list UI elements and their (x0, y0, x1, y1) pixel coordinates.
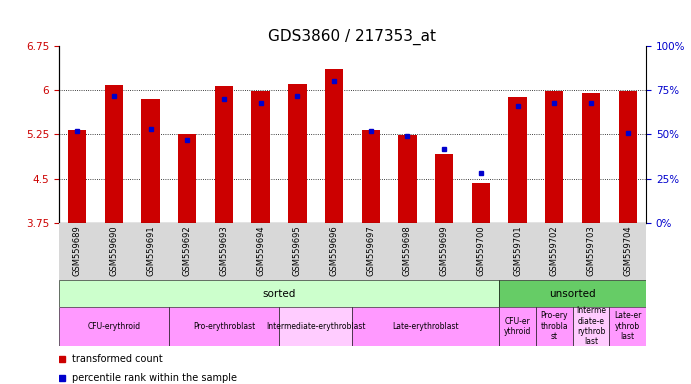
Bar (279, 307, 352, 346)
Bar (252, 91, 269, 223)
Text: Late-erythroblast: Late-erythroblast (392, 322, 459, 331)
Bar (288, 84, 307, 223)
Bar (609, 307, 646, 346)
Bar (68, 130, 86, 223)
Bar (398, 135, 417, 223)
Text: transformed count: transformed count (72, 354, 162, 364)
Text: unsorted: unsorted (549, 289, 596, 299)
Text: Pro-ery
throbla
st: Pro-ery throbla st (540, 311, 568, 341)
Text: GSM559698: GSM559698 (403, 225, 412, 276)
Bar (59, 307, 169, 346)
Text: GSM559694: GSM559694 (256, 225, 265, 276)
Bar (142, 99, 160, 223)
Bar (169, 307, 279, 346)
Text: GSM559697: GSM559697 (366, 225, 375, 276)
Bar (545, 91, 563, 223)
Text: Interme
diate-e
rythrob
last: Interme diate-e rythrob last (576, 306, 606, 346)
Text: Pro-erythroblast: Pro-erythroblast (193, 322, 255, 331)
Text: GSM559695: GSM559695 (293, 225, 302, 276)
Bar (352, 307, 499, 346)
Bar (499, 307, 536, 346)
Bar (215, 86, 233, 223)
Bar (472, 183, 490, 223)
Text: GSM559704: GSM559704 (623, 225, 632, 276)
Bar (361, 130, 380, 223)
Bar (178, 134, 196, 223)
Text: CFU-er
ythroid: CFU-er ythroid (504, 317, 531, 336)
Text: GSM559699: GSM559699 (439, 225, 448, 276)
Text: GSM559692: GSM559692 (182, 225, 191, 276)
Text: GSM559703: GSM559703 (587, 225, 596, 276)
Bar (104, 85, 123, 223)
Text: GSM559689: GSM559689 (73, 225, 82, 276)
Bar (59, 280, 499, 307)
Text: CFU-erythroid: CFU-erythroid (87, 322, 140, 331)
Text: Late-er
ythrob
last: Late-er ythrob last (614, 311, 641, 341)
Bar (536, 307, 573, 346)
Title: GDS3860 / 217353_at: GDS3860 / 217353_at (268, 28, 437, 45)
Text: GSM559690: GSM559690 (109, 225, 118, 276)
Bar (573, 307, 609, 346)
Text: GSM559701: GSM559701 (513, 225, 522, 276)
Text: GSM559696: GSM559696 (330, 225, 339, 276)
Text: GSM559700: GSM559700 (476, 225, 485, 276)
Text: percentile rank within the sample: percentile rank within the sample (72, 373, 236, 383)
Bar (618, 91, 637, 223)
Bar (582, 93, 600, 223)
Text: Intermediate-erythroblast: Intermediate-erythroblast (266, 322, 366, 331)
Text: sorted: sorted (263, 289, 296, 299)
Bar (509, 97, 527, 223)
Bar (325, 69, 343, 223)
Text: GSM559702: GSM559702 (550, 225, 559, 276)
Bar (435, 154, 453, 223)
Text: GSM559691: GSM559691 (146, 225, 155, 276)
Text: GSM559693: GSM559693 (220, 225, 229, 276)
Bar (499, 280, 646, 307)
